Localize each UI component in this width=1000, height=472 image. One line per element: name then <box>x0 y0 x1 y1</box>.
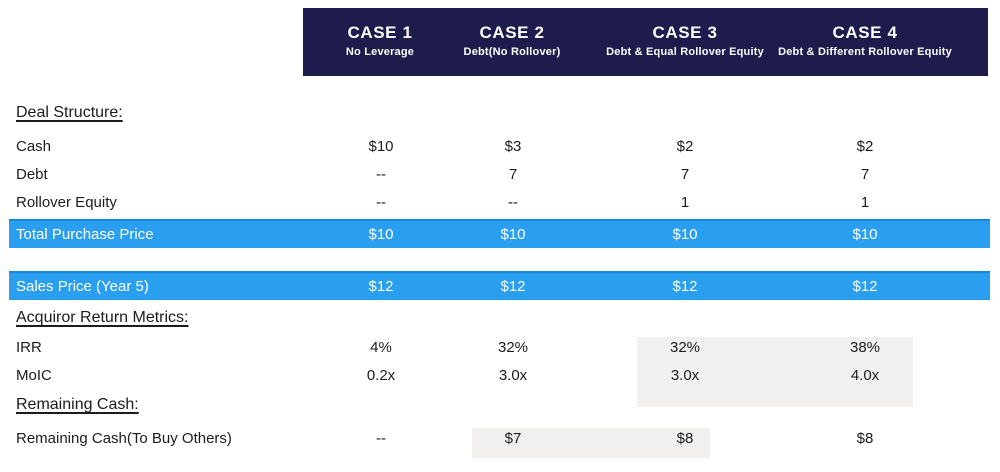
row-label-rollover-equity: Rollover Equity <box>16 194 117 211</box>
total-purchase-price-row: Total Purchase Price $10 $10 $10 $10 <box>9 219 990 248</box>
cash-case1-value: $10 <box>368 138 394 155</box>
row-label-remaining-cash-to-buy: Remaining Cash(To Buy Others) <box>16 430 232 447</box>
case-4-subtitle: Debt & Different Rollover Equity <box>778 46 952 58</box>
sales-case3-value: $12 <box>672 278 698 295</box>
remaining-case2-value: $7 <box>504 430 522 447</box>
table-row-rollover-equity: Rollover Equity -- -- 1 1 <box>0 193 1000 213</box>
tpp-case4-value: $10 <box>852 226 878 243</box>
row-label-moic: MoIC <box>16 367 52 384</box>
gray-highlight-irr-moic <box>637 337 913 407</box>
case-2-subtitle: Debt(No Rollover) <box>463 46 561 58</box>
case-2-title: CASE 2 <box>479 23 545 42</box>
debt-case1-value: -- <box>376 166 386 183</box>
sales-case2-value: $12 <box>500 278 526 295</box>
remaining-case4-value: $8 <box>856 430 874 447</box>
sales-price-row: Sales Price (Year 5) $12 $12 $12 $12 <box>9 271 990 300</box>
table-row-remaining-cash: Remaining Cash(To Buy Others) -- $7 $8 $… <box>0 429 1000 449</box>
cash-case3-value: $2 <box>676 138 694 155</box>
case-4-title: CASE 4 <box>832 23 898 42</box>
row-label-sales-price: Sales Price (Year 5) <box>16 278 149 295</box>
table-row-cash: Cash $10 $3 $2 $2 <box>0 137 1000 157</box>
moic-case2-value: 3.0x <box>498 367 528 384</box>
gray-highlight-remaining-cash <box>472 428 710 458</box>
moic-case1-value: 0.2x <box>366 367 396 384</box>
case-3-header: CASE 3 Debt & Equal Rollover Equity <box>606 8 764 76</box>
row-label-debt: Debt <box>16 166 48 183</box>
cash-case2-value: $3 <box>504 138 522 155</box>
case-3-title: CASE 3 <box>652 23 718 42</box>
case-1-title: CASE 1 <box>347 23 413 42</box>
irr-case4-value: 38% <box>849 339 881 356</box>
case-1-subtitle: No Leverage <box>345 46 415 58</box>
cash-case4-value: $2 <box>856 138 874 155</box>
section-heading-acquiror-return-metrics: Acquiror Return Metrics: <box>16 309 189 326</box>
rollover-case4-value: 1 <box>860 194 870 211</box>
irr-case1-value: 4% <box>370 339 392 356</box>
irr-case3-value: 32% <box>669 339 701 356</box>
debt-case3-value: 7 <box>680 166 690 183</box>
row-label-total-purchase-price: Total Purchase Price <box>16 226 154 243</box>
case-3-subtitle: Debt & Equal Rollover Equity <box>606 46 764 58</box>
tpp-case2-value: $10 <box>500 226 526 243</box>
remaining-case1-value: -- <box>376 430 386 447</box>
debt-case4-value: 7 <box>860 166 870 183</box>
remaining-case3-value: $8 <box>676 430 694 447</box>
tpp-case3-value: $10 <box>672 226 698 243</box>
moic-case3-value: 3.0x <box>670 367 700 384</box>
row-label-irr: IRR <box>16 339 42 356</box>
section-heading-deal-structure: Deal Structure: <box>16 104 123 121</box>
tpp-case1-value: $10 <box>368 226 394 243</box>
case-1-header: CASE 1 No Leverage <box>346 8 414 76</box>
moic-case4-value: 4.0x <box>850 367 880 384</box>
sales-case1-value: $12 <box>368 278 394 295</box>
debt-case2-value: 7 <box>508 166 518 183</box>
table-row-moic: MoIC 0.2x 3.0x 3.0x 4.0x <box>0 366 1000 386</box>
case-2-header: CASE 2 Debt(No Rollover) <box>464 8 561 76</box>
row-label-cash: Cash <box>16 138 52 155</box>
rollover-case3-value: 1 <box>680 194 690 211</box>
rollover-case1-value: -- <box>376 194 386 211</box>
section-heading-remaining-cash: Remaining Cash: <box>16 396 139 413</box>
case-4-header: CASE 4 Debt & Different Rollover Equity <box>778 8 952 76</box>
irr-case2-value: 32% <box>497 339 529 356</box>
rollover-case2-value: -- <box>508 194 518 211</box>
case-header-band: CASE 1 No Leverage CASE 2 Debt(No Rollov… <box>303 8 988 76</box>
table-row-debt: Debt -- 7 7 7 <box>0 165 1000 185</box>
table-row-irr: IRR 4% 32% 32% 38% <box>0 338 1000 358</box>
sales-case4-value: $12 <box>852 278 878 295</box>
